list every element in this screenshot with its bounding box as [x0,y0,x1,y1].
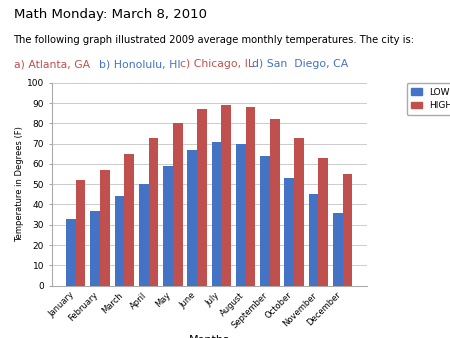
Legend: LOW, HIGH: LOW, HIGH [406,83,450,115]
Bar [221,105,231,286]
Text: b) Honolulu, HI: b) Honolulu, HI [99,59,180,69]
Text: The following graph illustrated 2009 average monthly temperatures. The city is:: The following graph illustrated 2009 ave… [14,35,414,46]
Bar [187,150,197,286]
Bar [309,194,319,286]
Text: c) Chicago, IL: c) Chicago, IL [180,59,254,69]
Bar [197,109,207,286]
Bar [284,178,294,286]
Bar [173,123,183,286]
Bar [294,138,304,286]
Bar [66,219,76,286]
Bar [343,174,352,286]
X-axis label: Months: Months [189,335,230,338]
Bar [319,158,328,286]
Bar [124,154,134,286]
Bar [236,144,246,286]
Bar [90,211,100,286]
Bar [163,166,173,286]
Bar [246,107,255,286]
Y-axis label: Temperature in Degrees (F): Temperature in Degrees (F) [15,126,24,242]
Text: Math Monday: March 8, 2010: Math Monday: March 8, 2010 [14,8,207,21]
Bar [115,196,124,286]
Text: d) San  Diego, CA: d) San Diego, CA [252,59,348,69]
Bar [333,213,343,286]
Bar [260,156,270,286]
Bar [148,138,158,286]
Bar [212,142,221,286]
Text: a) Atlanta, GA: a) Atlanta, GA [14,59,90,69]
Bar [100,170,110,286]
Bar [76,180,86,286]
Bar [270,119,279,286]
Bar [139,184,149,286]
